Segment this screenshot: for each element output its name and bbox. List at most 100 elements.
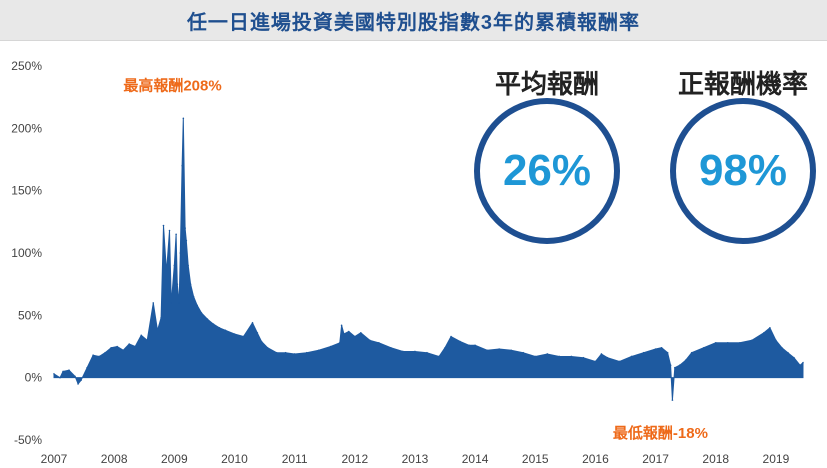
data-point xyxy=(763,331,765,334)
max-return-annotation: 最高報酬208% xyxy=(123,76,221,94)
min-return-annotation: 最低報酬-18% xyxy=(613,424,708,442)
data-point xyxy=(192,295,195,298)
data-point xyxy=(317,349,320,352)
data-point xyxy=(793,356,795,359)
data-point xyxy=(799,364,801,367)
data-point xyxy=(802,361,804,364)
data-point xyxy=(630,355,633,358)
data-point xyxy=(714,341,717,344)
chart-title-banner: 任一日進場投資美國特別股指數3年的累積報酬率 xyxy=(0,0,827,41)
data-point xyxy=(669,364,672,367)
average-return-label: 平均報酬 xyxy=(494,69,599,99)
data-point xyxy=(426,351,428,354)
positive-probability-panel: 正報酬機率 98% xyxy=(668,58,818,248)
data-point xyxy=(182,117,185,120)
x-tick-label: 2010 xyxy=(221,452,248,466)
average-return-ring: 26% xyxy=(474,98,620,244)
data-point xyxy=(140,334,143,337)
y-tick-label: 0% xyxy=(25,371,43,385)
data-point xyxy=(378,341,380,344)
data-point xyxy=(570,355,573,358)
x-tick-label: 2012 xyxy=(341,452,368,466)
data-point xyxy=(181,164,183,167)
data-point xyxy=(739,341,741,344)
data-point xyxy=(168,229,171,232)
data-point xyxy=(77,383,79,385)
data-point xyxy=(338,341,341,344)
data-point xyxy=(160,317,162,319)
data-point xyxy=(196,304,198,307)
data-point xyxy=(68,369,70,371)
x-tick-label: 2008 xyxy=(101,452,128,466)
y-tick-label: 100% xyxy=(11,246,42,260)
x-tick-label: 2007 xyxy=(41,452,68,466)
data-point xyxy=(444,346,446,349)
data-point xyxy=(534,355,537,358)
data-point xyxy=(702,346,705,349)
data-point xyxy=(134,345,137,348)
data-point xyxy=(340,324,343,327)
data-point xyxy=(175,233,177,236)
x-tick-label: 2009 xyxy=(161,452,188,466)
data-point xyxy=(162,224,165,227)
x-tick-label: 2013 xyxy=(402,452,429,466)
x-tick-label: 2018 xyxy=(702,452,729,466)
data-point xyxy=(468,344,470,347)
data-point xyxy=(642,351,645,354)
data-point xyxy=(666,351,669,354)
data-point xyxy=(678,364,681,367)
data-point xyxy=(329,345,332,348)
data-point xyxy=(122,349,124,352)
data-point xyxy=(206,318,209,320)
data-point xyxy=(189,283,192,285)
data-point xyxy=(582,356,585,359)
positive-probability-ring: 98% xyxy=(670,98,816,244)
data-point xyxy=(369,339,371,342)
y-tick-label: 50% xyxy=(18,308,42,322)
data-point xyxy=(53,373,55,375)
data-point xyxy=(498,348,500,350)
data-point xyxy=(414,350,416,353)
data-point xyxy=(293,353,296,355)
data-point xyxy=(674,366,676,369)
data-point xyxy=(474,344,476,347)
data-point xyxy=(242,335,245,338)
data-point xyxy=(173,264,176,267)
data-point xyxy=(218,327,221,329)
data-point xyxy=(438,355,440,358)
y-tick-label: -50% xyxy=(14,433,42,447)
data-point xyxy=(146,339,149,342)
data-point xyxy=(600,353,603,355)
positive-probability-value: 98% xyxy=(698,146,788,195)
data-point xyxy=(360,331,362,334)
data-point xyxy=(390,346,392,349)
data-point xyxy=(594,360,597,363)
data-point xyxy=(179,252,182,254)
data-point xyxy=(546,353,549,355)
data-point xyxy=(275,351,278,354)
data-point xyxy=(353,335,356,338)
data-point xyxy=(104,351,106,354)
data-point xyxy=(170,302,173,304)
data-point xyxy=(233,333,236,335)
data-point xyxy=(251,322,254,324)
data-point xyxy=(671,399,674,401)
data-point xyxy=(165,270,168,273)
data-point xyxy=(152,302,155,304)
data-point xyxy=(176,283,179,285)
data-point xyxy=(110,346,112,349)
y-tick-label: 250% xyxy=(11,59,42,73)
data-point xyxy=(347,330,350,333)
x-tick-label: 2017 xyxy=(642,452,669,466)
x-tick-label: 2016 xyxy=(582,452,609,466)
data-point xyxy=(185,239,188,242)
data-point xyxy=(74,375,76,378)
y-tick-label: 200% xyxy=(11,121,42,135)
data-point xyxy=(187,264,189,267)
data-point xyxy=(558,355,561,358)
data-point xyxy=(256,331,259,334)
data-point xyxy=(606,356,609,359)
data-point xyxy=(690,351,693,354)
data-point xyxy=(80,379,82,381)
